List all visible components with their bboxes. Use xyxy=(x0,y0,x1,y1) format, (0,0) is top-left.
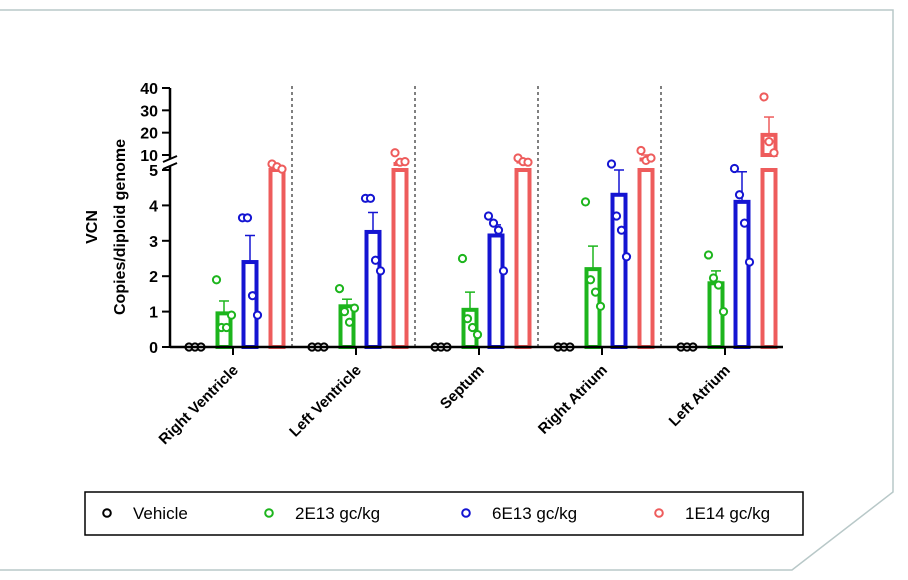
y-tick-label: 10 xyxy=(140,148,158,165)
data-point xyxy=(242,213,253,223)
data-point xyxy=(462,314,473,324)
data-point xyxy=(365,193,376,203)
data-point xyxy=(344,317,355,327)
data-point xyxy=(488,218,499,228)
legend-marker xyxy=(654,508,664,518)
y-tick-label: 5 xyxy=(149,163,158,180)
y-tick-label: 30 xyxy=(140,103,158,120)
bar xyxy=(514,168,532,349)
group-dividers xyxy=(291,86,662,347)
x-tick-labels: Right Ventricle Left Ventricle Septum Right… xyxy=(156,362,734,448)
legend-label: 6E13 gc/kg xyxy=(492,504,577,523)
data-point xyxy=(483,211,494,221)
x-tick-label: Septum xyxy=(437,362,488,413)
data-point xyxy=(744,257,755,267)
bars xyxy=(215,132,778,350)
data-point xyxy=(252,310,263,320)
data-point xyxy=(718,307,729,317)
data-point xyxy=(713,280,724,290)
data-point xyxy=(247,291,258,301)
data-point xyxy=(277,164,287,174)
data-point xyxy=(606,159,617,169)
data-point xyxy=(708,273,719,283)
legend-label: 2E13 gc/kg xyxy=(295,504,380,523)
data-point xyxy=(585,275,596,285)
data-point xyxy=(636,145,646,156)
legend-label: Vehicle xyxy=(133,504,188,523)
y-axis-title: VCN Copies/diploid genome xyxy=(84,139,129,315)
y-tick-label: 20 xyxy=(140,126,158,143)
x-tick-label: Left Atrium xyxy=(666,362,734,430)
bar xyxy=(487,233,505,350)
data-point xyxy=(472,330,483,340)
data-point xyxy=(769,148,779,158)
y-tick-label: 3 xyxy=(149,234,158,251)
data-point xyxy=(349,303,360,313)
data-point xyxy=(590,287,601,297)
error-bars xyxy=(219,116,774,314)
data-point xyxy=(764,137,774,147)
data-point xyxy=(739,218,750,228)
data-point xyxy=(390,148,400,158)
data-point xyxy=(621,252,632,262)
legend-marker xyxy=(264,508,274,518)
x-tick-label: Right Atrium xyxy=(535,362,611,438)
data-point xyxy=(759,92,769,102)
y-tick-label: 2 xyxy=(149,269,158,286)
data-point xyxy=(703,250,714,260)
legend: Vehicle 2E13 gc/kg 6E13 gc/kg 1E14 gc/kg xyxy=(84,491,804,536)
data-point xyxy=(595,301,606,311)
legend-label: 1E14 gc/kg xyxy=(685,504,770,523)
y-tick-label: 4 xyxy=(149,198,158,215)
data-point xyxy=(616,225,627,235)
data-points xyxy=(184,92,779,352)
data-point xyxy=(646,153,656,163)
bar xyxy=(364,229,382,349)
bar xyxy=(707,281,725,349)
axis-break-mark xyxy=(162,162,178,170)
data-point xyxy=(339,307,350,317)
data-point xyxy=(370,255,381,265)
data-point xyxy=(523,157,533,167)
data-point xyxy=(375,266,386,276)
y-axis-title-line1: VCN xyxy=(84,210,101,244)
legend-box xyxy=(84,491,804,536)
bar xyxy=(268,168,286,349)
data-point xyxy=(211,275,222,285)
bar xyxy=(760,168,778,349)
bar xyxy=(637,168,655,349)
data-point xyxy=(611,211,622,221)
data-point xyxy=(457,253,468,264)
y-tick-label: 0 xyxy=(149,340,158,357)
data-point xyxy=(467,322,478,333)
data-point xyxy=(221,322,232,333)
data-point xyxy=(734,190,745,200)
data-point xyxy=(226,310,237,320)
x-tick-label: Right Ventricle xyxy=(156,362,242,448)
data-point xyxy=(498,266,509,276)
data-point xyxy=(493,225,504,235)
axis-break-mark xyxy=(162,155,178,163)
data-point xyxy=(400,157,410,167)
x-tick-label: Left Ventricle xyxy=(286,362,365,441)
data-point xyxy=(729,163,740,174)
axes: 0 1 2 3 4 510 20 30 40 xyxy=(140,81,783,357)
y-tick-label: 40 xyxy=(140,81,158,98)
bar xyxy=(241,260,259,350)
frame-border xyxy=(0,9,894,571)
legend-marker xyxy=(461,508,471,518)
y-tick-label: 1 xyxy=(149,305,158,322)
y-axis-title-line2: Copies/diploid genome xyxy=(112,139,129,315)
data-point xyxy=(334,283,345,294)
data-point xyxy=(580,197,591,207)
legend-marker xyxy=(102,508,112,518)
bar xyxy=(391,168,409,349)
